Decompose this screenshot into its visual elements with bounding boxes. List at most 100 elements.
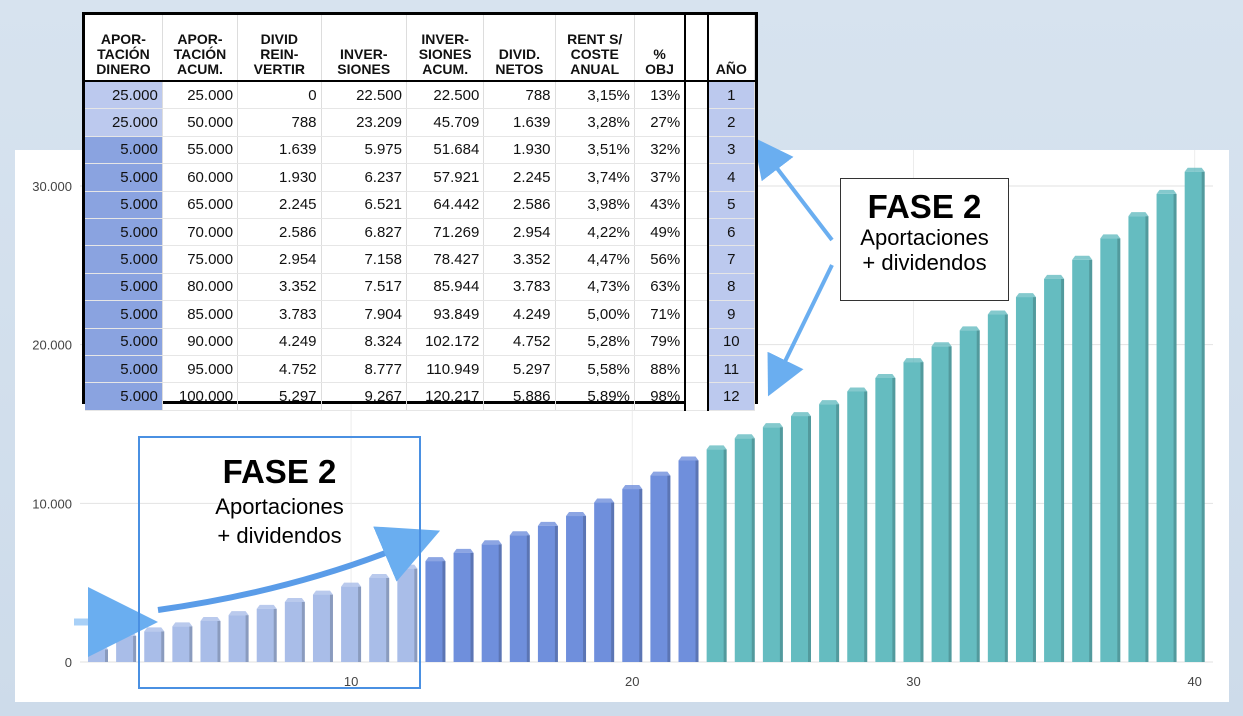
bar xyxy=(762,423,783,662)
separator-cell xyxy=(684,328,709,356)
bar-body xyxy=(1015,297,1036,662)
bar-body xyxy=(1184,171,1205,662)
bar-top xyxy=(1100,234,1121,239)
bar xyxy=(1100,234,1121,663)
bar-top xyxy=(650,471,671,476)
bar xyxy=(256,604,277,662)
table-cell: 6.237 xyxy=(321,163,407,192)
year-cell: 4 xyxy=(707,163,755,192)
bar-top xyxy=(762,423,783,428)
table-cell: 2.954 xyxy=(237,245,322,274)
table-cell: 60.000 xyxy=(162,163,239,192)
year-cell: 5 xyxy=(707,191,755,219)
bar-body xyxy=(594,502,615,662)
bar-side xyxy=(414,568,418,662)
bar-side xyxy=(583,516,587,662)
bar-side xyxy=(1201,171,1205,662)
table-row: 5.000 60.000 1.930 6.237 57.921 2.245 3,74% 37%… xyxy=(85,163,755,192)
bar-series xyxy=(88,167,1205,663)
bar-top xyxy=(819,400,840,405)
table-cell: 1.639 xyxy=(483,108,556,137)
table-cell: 4.752 xyxy=(483,328,556,356)
table-cell: 56% xyxy=(634,245,686,274)
separator-cell xyxy=(684,108,709,137)
table-cell: 1.639 xyxy=(237,136,322,165)
data-table: APOR- TACIÓN DINERO APOR- TACIÓN ACUM. DIVID RE… xyxy=(82,12,758,411)
table-cell: 120.217 xyxy=(406,382,485,411)
bar-body xyxy=(200,620,221,662)
axis-ticks: 0 10.000 20.000 30.000 10 20 30 40 xyxy=(32,179,1202,689)
bar xyxy=(706,445,727,662)
table-cell: 5.886 xyxy=(483,382,556,411)
bar-side xyxy=(779,427,783,662)
bar-side xyxy=(498,544,502,662)
bar-body xyxy=(1128,216,1149,662)
column-header xyxy=(684,15,709,82)
table-cell: 88% xyxy=(634,355,686,384)
y-tick-label: 30.000 xyxy=(32,179,72,194)
column-header: RENT S/COSTE ANUAL xyxy=(555,15,635,82)
separator-cell xyxy=(684,191,709,219)
bar-body xyxy=(566,516,587,662)
bar xyxy=(594,498,615,662)
column-header: INVER- SIONES xyxy=(321,15,407,82)
year-cell: 6 xyxy=(707,218,755,247)
arrow-up-table xyxy=(753,137,834,242)
table-cell: 85.000 xyxy=(162,300,239,329)
bar-body xyxy=(425,561,446,662)
separator-cell xyxy=(684,81,709,110)
bar xyxy=(678,456,699,662)
bar-side xyxy=(920,362,924,662)
x-tick-label: 40 xyxy=(1187,674,1201,689)
table-cell: 5.000 xyxy=(85,355,163,384)
bar xyxy=(1015,293,1036,662)
table-cell: 75.000 xyxy=(162,245,239,274)
bar xyxy=(1156,189,1177,662)
bar-top xyxy=(734,434,755,439)
bar xyxy=(959,326,980,662)
bar xyxy=(1072,255,1093,662)
bar-body xyxy=(509,535,530,662)
bar-side xyxy=(948,346,952,662)
table-cell: 4,73% xyxy=(555,273,635,302)
table-cell: 1.930 xyxy=(483,136,556,165)
table-cell: 3,74% xyxy=(555,163,635,192)
bar-body xyxy=(481,544,502,662)
table-cell: 7.904 xyxy=(321,300,407,329)
year-cell: 2 xyxy=(707,108,755,137)
bar-side xyxy=(245,615,249,662)
table-cell: 80.000 xyxy=(162,273,239,302)
bar-top xyxy=(791,412,811,417)
fase-callout-left: FASE 2 Aportaciones + dividendos xyxy=(138,436,421,689)
separator-cell xyxy=(684,355,709,384)
bar-body xyxy=(875,377,896,662)
year-cell: 7 xyxy=(707,245,755,274)
bar xyxy=(509,531,530,662)
bar-side xyxy=(976,330,980,662)
table-cell: 63% xyxy=(634,273,686,302)
table-cell: 6.827 xyxy=(321,218,407,247)
year-cell: 1 xyxy=(707,81,755,110)
table-cell: 5.975 xyxy=(321,136,407,165)
table-cell: 3.783 xyxy=(237,300,322,329)
bar xyxy=(847,387,868,662)
table-cell: 5.000 xyxy=(85,382,163,411)
table-cell: 90.000 xyxy=(162,328,239,356)
bar-top xyxy=(1128,212,1149,217)
separator-cell xyxy=(684,300,709,329)
table-row: 25.000 50.000 788 23.209 45.709 1.639 3,28% 27%… xyxy=(85,108,755,137)
bar-side xyxy=(1173,193,1177,662)
table-cell: 71% xyxy=(634,300,686,329)
column-header: INVER- SIONES ACUM. xyxy=(406,15,485,82)
table-cell: 5,89% xyxy=(555,382,635,411)
table-cell: 3.352 xyxy=(483,245,556,274)
bar-side xyxy=(554,525,558,662)
bar-top xyxy=(1156,189,1177,194)
x-tick-label: 20 xyxy=(625,674,639,689)
bar-top xyxy=(256,604,277,609)
table-cell: 6.521 xyxy=(321,191,407,219)
table-cell: 5,00% xyxy=(555,300,635,329)
year-cell: 3 xyxy=(707,136,755,165)
bar-body xyxy=(1072,259,1093,662)
table-cell: 4.249 xyxy=(237,328,322,356)
